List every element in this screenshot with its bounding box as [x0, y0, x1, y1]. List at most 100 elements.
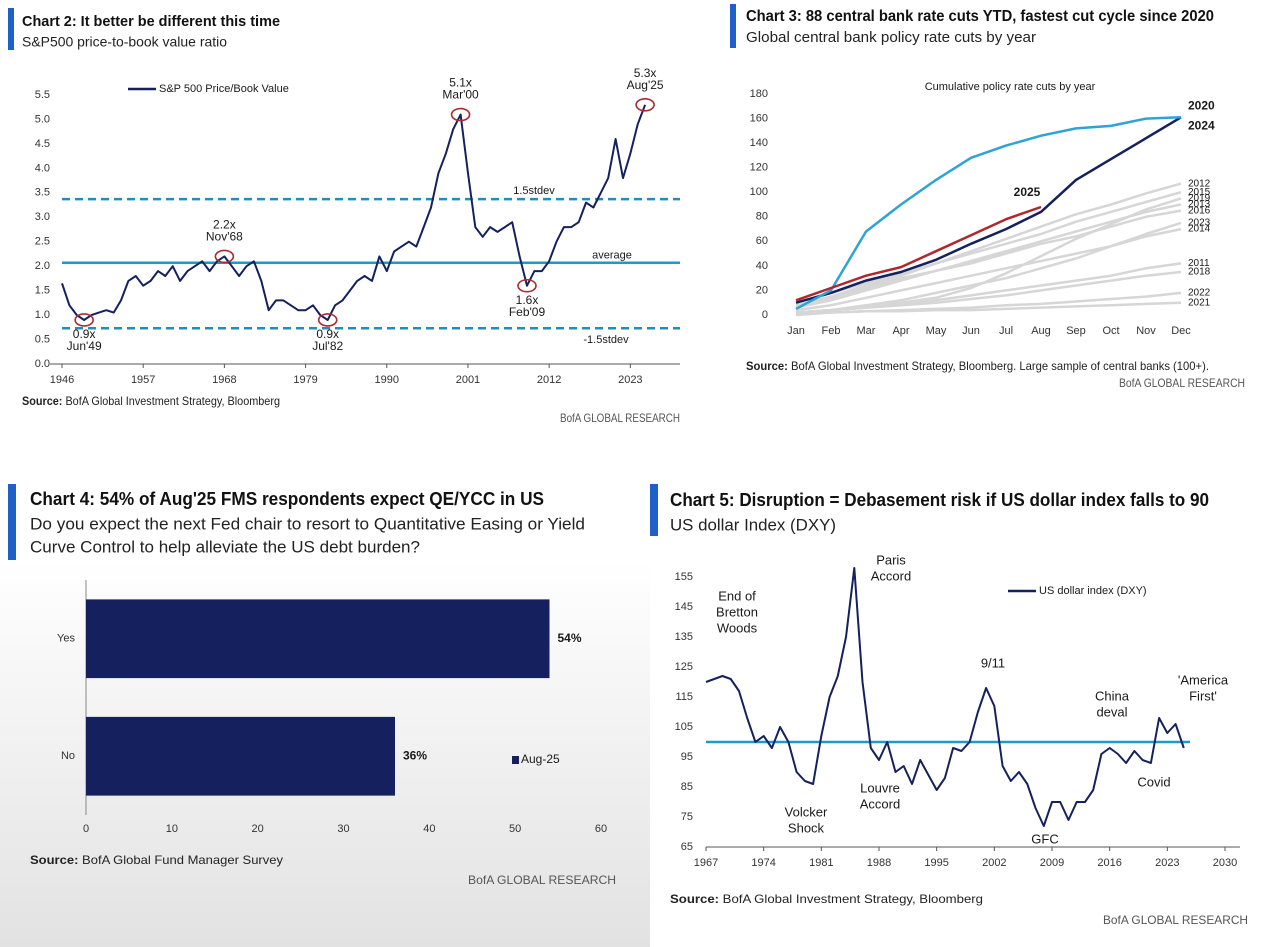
y-tick-label: 2.0: [35, 260, 50, 272]
annotation: Accord: [860, 796, 900, 811]
y-tick-label: 180: [750, 88, 768, 100]
source-text: BofA Global Investment Strategy, Bloombe…: [791, 359, 1209, 373]
x-tick-label: 1979: [293, 374, 317, 386]
x-tick-label: Sep: [1066, 325, 1086, 337]
annotation: deval: [1096, 704, 1127, 719]
category-label: Yes: [57, 633, 75, 645]
y-tick-label: 5.5: [35, 89, 50, 101]
series-line: [705, 567, 1185, 827]
source: Source: BofA Global Investment Strategy,…: [22, 394, 280, 408]
series-label: 2014: [1188, 224, 1211, 235]
annotation-date: Jul'82: [312, 339, 343, 353]
x-tick-label: Nov: [1136, 325, 1156, 337]
annotation: Louvre: [860, 780, 900, 795]
x-tick-label: Jan: [787, 325, 805, 337]
x-tick-label: 20: [252, 823, 264, 835]
y-tick-label: 2.5: [35, 236, 50, 248]
series-line: [61, 104, 647, 321]
y-tick-label: 155: [675, 571, 693, 583]
x-tick-label: 2030: [1213, 857, 1237, 869]
annotation-date: Jun'49: [67, 339, 102, 353]
chart-subtitle: US dollar Index (DXY): [670, 515, 836, 534]
legend-label: US dollar index (DXY): [1039, 585, 1147, 597]
chart-subtitle: Global central bank policy rate cuts by …: [746, 29, 1036, 46]
footer: BofA GLOBAL RESEARCH: [468, 873, 616, 887]
annotation-date: Aug'25: [627, 78, 664, 92]
x-tick-label: 2023: [618, 374, 642, 386]
y-tick-label: 125: [675, 661, 693, 673]
x-tick-label: 1957: [131, 374, 155, 386]
series-label: 2022: [1188, 288, 1211, 299]
annotation-date: Mar'00: [442, 88, 479, 102]
annotation-date: Nov'68: [206, 230, 243, 244]
title-bar: [8, 8, 14, 50]
series-line: [795, 203, 1182, 309]
source-text: BofA Global Investment Strategy, Bloombe…: [723, 892, 983, 906]
x-tick-label: 1974: [751, 857, 775, 869]
chart-subtitle: S&P500 price-to-book value ratio: [22, 34, 227, 50]
bar: [86, 599, 550, 679]
y-tick-label: 20: [756, 284, 768, 296]
x-tick-label: 1988: [867, 857, 891, 869]
source: Source: BofA Global Investment Strategy,…: [670, 892, 983, 906]
x-tick-label: 1990: [375, 374, 399, 386]
series-label: 2025: [1014, 185, 1041, 199]
x-tick-label: Aug: [1031, 325, 1051, 337]
annotation-value: 0.9x: [316, 327, 339, 341]
x-tick-label: 2009: [1040, 857, 1064, 869]
annotation: Shock: [788, 820, 825, 835]
y-tick-label: 4.5: [35, 138, 50, 150]
annotation: Accord: [871, 568, 911, 583]
x-tick-label: 2012: [537, 374, 561, 386]
series-line: [795, 227, 1182, 312]
series-line: [795, 270, 1182, 314]
series-label: 2015: [1188, 187, 1211, 198]
series-line: [795, 205, 1042, 302]
x-tick-label: 1968: [212, 374, 236, 386]
x-tick-label: Apr: [892, 325, 909, 337]
y-tick-label: 0: [762, 309, 768, 321]
y-tick-label: 0.0: [35, 358, 50, 370]
value-label: 36%: [403, 748, 427, 762]
x-tick-label: 50: [509, 823, 521, 835]
y-tick-label: 40: [756, 260, 768, 272]
y-tick-label: 85: [681, 781, 693, 793]
y-tick-label: 135: [675, 631, 693, 643]
y-tick-label: 75: [681, 811, 693, 823]
plot-title: Cumulative policy rate cuts by year: [925, 81, 1096, 93]
x-tick-label: 0: [83, 823, 89, 835]
x-tick-label: 2001: [456, 374, 480, 386]
chart-title: Chart 2: It better be different this tim…: [22, 13, 280, 30]
source: Source: BofA Global Investment Strategy,…: [746, 359, 1209, 373]
source: Source: BofA Global Fund Manager Survey: [30, 853, 283, 867]
y-tick-label: 65: [681, 841, 693, 853]
series-line: [795, 190, 1182, 304]
x-tick-label: Jul: [999, 325, 1013, 337]
x-tick-label: Dec: [1171, 325, 1191, 337]
chart-title: Chart 3: 88 central bank rate cuts YTD, …: [746, 8, 1214, 25]
x-tick-label: 10: [166, 823, 178, 835]
legend-swatch: [512, 756, 519, 764]
annotation: 'America: [1178, 672, 1229, 687]
series-line: [795, 116, 1182, 304]
x-tick-label: Mar: [857, 325, 876, 337]
series-label: 2024: [1188, 118, 1215, 132]
source-text: BofA Global Fund Manager Survey: [82, 853, 283, 867]
y-tick-label: 120: [750, 162, 768, 174]
y-tick-label: 4.0: [35, 162, 50, 174]
x-tick-label: May: [926, 325, 947, 337]
chart-subtitle: Curve Control to help alleviate the US d…: [30, 537, 420, 556]
annotation-date: Feb'09: [509, 305, 546, 319]
annotation-circle: [74, 313, 94, 327]
source-label: Source:: [746, 359, 788, 373]
series-label: 2023: [1188, 218, 1211, 229]
footer: BofA GLOBAL RESEARCH: [560, 411, 680, 425]
series-line: [795, 209, 1182, 307]
bar: [86, 716, 395, 796]
y-tick-label: 3.5: [35, 187, 50, 199]
chart-title: Chart 4: 54% of Aug'25 FMS respondents e…: [30, 489, 544, 509]
legend-label: S&P 500 Price/Book Value: [159, 83, 289, 95]
series-line: [796, 301, 1182, 314]
source-text: BofA Global Investment Strategy, Bloombe…: [65, 394, 280, 408]
